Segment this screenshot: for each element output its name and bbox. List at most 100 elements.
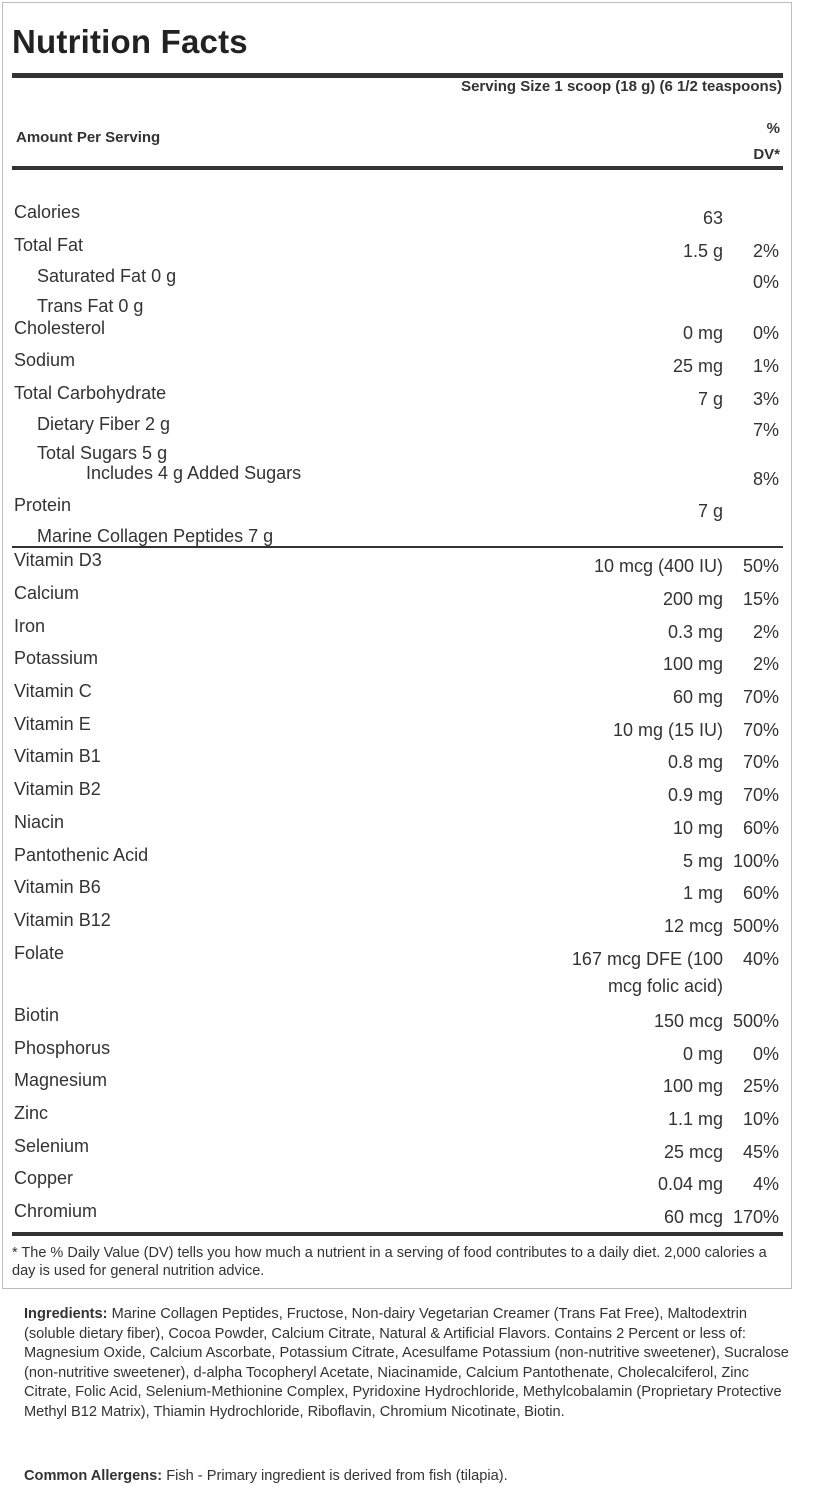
nutrient-amount: 167 mcg DFE (100 xyxy=(571,949,723,969)
nutrient-name: Total Sugars 5 g xyxy=(37,443,168,463)
nutrient-row-vitamin-c: Vitamin C 60 mg 70% xyxy=(0,681,819,707)
nutrient-dv: 2% xyxy=(752,241,779,261)
serving-size: Serving Size 1 scoop (18 g) (6 1/2 teasp… xyxy=(461,78,782,95)
nutrient-name: Selenium xyxy=(14,1136,90,1156)
nutrient-row-selenium: Selenium 25 mcg 45% xyxy=(0,1136,819,1162)
nutrient-amount: 7 g xyxy=(697,389,723,409)
nutrient-name: Vitamin C xyxy=(14,681,92,701)
header-divider xyxy=(12,166,783,170)
folate-amount-line2: mcg folic acid) xyxy=(607,976,723,996)
nutrient-name: Calories xyxy=(14,202,81,222)
nutrient-dv: 70% xyxy=(742,687,779,707)
allergens-label: Common Allergens: xyxy=(24,1468,163,1484)
nutrient-dv: 500% xyxy=(732,1011,779,1031)
nutrient-dv: 50% xyxy=(742,556,779,576)
nutrient-name: Vitamin B6 xyxy=(14,877,101,897)
nutrient-amount: 100 mg xyxy=(662,654,723,674)
nutrient-dv: 100% xyxy=(732,851,779,871)
nutrient-amount: 60 mcg xyxy=(663,1207,723,1227)
nutrient-row-vitamin-b2: Vitamin B2 0.9 mg 70% xyxy=(0,779,819,805)
nutrient-amount: 0.9 mg xyxy=(667,785,723,805)
nutrient-name: Sodium xyxy=(14,350,76,370)
nutrient-name: Cholesterol xyxy=(14,318,106,338)
dv-header: % DV* xyxy=(730,116,780,168)
nutrient-dv: 0% xyxy=(752,323,779,343)
nutrient-row-total-fat: Total Fat 1.5 g 2% xyxy=(0,235,819,261)
allergens-text: Fish - Primary ingredient is derived fro… xyxy=(166,1468,508,1484)
nutrient-dv: 8% xyxy=(752,469,779,489)
nutrient-dv: 170% xyxy=(732,1207,779,1227)
nutrient-dv: 70% xyxy=(742,720,779,740)
dv-footnote: * The % Daily Value (DV) tells you how m… xyxy=(12,1245,767,1279)
nutrient-dv: 1% xyxy=(752,356,779,376)
nutrient-name: Biotin xyxy=(14,1005,60,1025)
nutrient-row-vitamin-e: Vitamin E 10 mg (15 IU) 70% xyxy=(0,714,819,740)
nutrient-name: Phosphorus xyxy=(14,1038,111,1058)
nutrient-amount: 63 xyxy=(702,208,723,228)
nutrient-name: Chromium xyxy=(14,1201,98,1221)
vitamins-divider xyxy=(12,546,783,548)
dv-header-line2: DV* xyxy=(753,146,780,163)
nutrient-dv: 3% xyxy=(752,389,779,409)
nutrient-amount: 10 mg (15 IU) xyxy=(612,720,723,740)
dv-header-line1: % xyxy=(766,120,780,137)
nutrient-name: Pantothenic Acid xyxy=(14,845,149,865)
nutrient-name: Potassium xyxy=(14,648,99,668)
nutrient-row-total-carbohydrate: Total Carbohydrate 7 g 3% xyxy=(0,383,819,409)
nutrient-dv: 70% xyxy=(742,785,779,805)
nutrient-dv: 0% xyxy=(752,272,779,292)
nutrient-amount: 25 mg xyxy=(672,356,723,376)
nutrient-row-copper: Copper 0.04 mg 4% xyxy=(0,1168,819,1194)
nutrient-row-added-sugars: Includes 4 g Added Sugars 8% xyxy=(0,463,819,489)
nutrient-row-trans-fat: Trans Fat 0 g xyxy=(0,296,819,320)
nutrient-row-zinc: Zinc 1.1 mg 10% xyxy=(0,1103,819,1129)
nutrient-amount: 10 mg xyxy=(672,818,723,838)
nutrient-dv: 25% xyxy=(742,1076,779,1096)
nutrient-row-calories: Calories 63 xyxy=(0,202,819,228)
ingredients-text: Marine Collagen Peptides, Fructose, Non-… xyxy=(24,1306,789,1420)
nutrient-dv: 4% xyxy=(752,1174,779,1194)
nutrient-row-niacin: Niacin 10 mg 60% xyxy=(0,812,819,838)
nutrient-amount: 100 mg xyxy=(662,1076,723,1096)
nutrient-name: Vitamin B1 xyxy=(14,746,101,766)
nutrient-name: Marine Collagen Peptides 7 g xyxy=(37,526,274,546)
nutrient-amount: 1.1 mg xyxy=(667,1109,723,1129)
nutrient-row-magnesium: Magnesium 100 mg 25% xyxy=(0,1070,819,1096)
nutrient-name: Copper xyxy=(14,1168,74,1188)
nutrient-amount: 1 mg xyxy=(682,883,723,903)
nutrient-amount: 60 mg xyxy=(672,687,723,707)
nutrient-amount: 150 mcg xyxy=(653,1011,723,1031)
nutrient-row-protein: Protein 7 g xyxy=(0,495,819,521)
nutrient-dv: 500% xyxy=(732,916,779,936)
nutrient-amount: 12 mcg xyxy=(663,916,723,936)
ingredients-section: Ingredients: Marine Collagen Peptides, F… xyxy=(24,1305,794,1422)
nutrient-row-folate: Folate 167 mcg DFE (100 40% xyxy=(0,943,819,969)
nutrient-amount: 200 mg xyxy=(662,589,723,609)
nutrient-amount: 0.3 mg xyxy=(667,622,723,642)
nutrient-row-saturated-fat: Saturated Fat 0 g 0% xyxy=(0,266,819,292)
nutrient-amount: 0.8 mg xyxy=(667,752,723,772)
nutrient-row-vitamin-b1: Vitamin B1 0.8 mg 70% xyxy=(0,746,819,772)
nutrient-name: Includes 4 g Added Sugars xyxy=(86,463,302,483)
nutrient-dv: 70% xyxy=(742,752,779,772)
nutrient-name: Zinc xyxy=(14,1103,49,1123)
allergens-section: Common Allergens: Fish - Primary ingredi… xyxy=(24,1468,794,1484)
nutrient-amount: 1.5 g xyxy=(682,241,723,261)
nutrient-name: Folate xyxy=(14,943,65,963)
nutrient-name: Saturated Fat 0 g xyxy=(37,266,177,286)
nutrition-facts-title: Nutrition Facts xyxy=(12,23,248,60)
bottom-divider xyxy=(12,1232,783,1236)
nutrient-row-pantothenic-acid: Pantothenic Acid 5 mg 100% xyxy=(0,845,819,871)
nutrient-dv: 15% xyxy=(742,589,779,609)
top-divider xyxy=(12,73,783,78)
nutrient-row-chromium: Chromium 60 mcg 170% xyxy=(0,1201,819,1227)
amount-per-serving: Amount Per Serving xyxy=(16,129,161,146)
nutrient-amount: 5 mg xyxy=(682,851,723,871)
nutrient-name: Iron xyxy=(14,616,46,636)
nutrient-amount: 7 g xyxy=(697,501,723,521)
nutrient-amount: 10 mcg (400 IU) xyxy=(593,556,723,576)
nutrient-row-vitamin-b12: Vitamin B12 12 mcg 500% xyxy=(0,910,819,936)
nutrient-row-vitamin-d3: Vitamin D3 10 mcg (400 IU) 50% xyxy=(0,550,819,576)
nutrient-name: Dietary Fiber 2 g xyxy=(37,414,171,434)
nutrient-name: Protein xyxy=(14,495,72,515)
